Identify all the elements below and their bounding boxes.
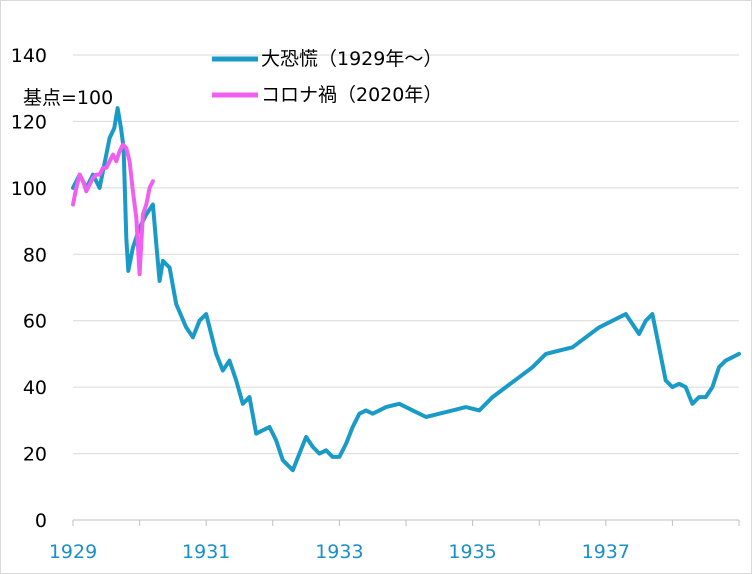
y-tick-label: 100 (11, 178, 47, 200)
legend: 大恐慌（1929年～） コロナ禍（2020年） (212, 48, 442, 106)
series-line-great-depression (71, 106, 741, 473)
y-tick-label: 120 (11, 111, 47, 133)
y-axis-ticks: 0 20 40 60 80 100 120 140 (11, 45, 47, 532)
y-tick-label: 60 (23, 311, 47, 333)
legend-label-covid: コロナ禍（2020年） (261, 84, 442, 106)
x-tick-label: 1933 (315, 541, 363, 563)
x-tick-label: 1929 (49, 541, 97, 563)
legend-label-great-depression: 大恐慌（1929年～） (261, 48, 442, 70)
x-tick-label: 1931 (182, 541, 230, 563)
y-tick-label: 40 (23, 377, 47, 399)
series-lines (71, 106, 741, 473)
y-tick-label: 20 (23, 444, 47, 466)
x-tick-label: 1935 (448, 541, 496, 563)
x-tick-label: 1937 (582, 541, 630, 563)
x-axis-ticks: 1929 1931 1933 1935 1937 (49, 519, 740, 563)
y-tick-label: 140 (11, 45, 47, 67)
base-note: 基点=100 (23, 87, 113, 109)
series-line-covid (71, 142, 155, 277)
y-tick-label: 0 (35, 510, 47, 532)
y-tick-label: 80 (23, 244, 47, 266)
